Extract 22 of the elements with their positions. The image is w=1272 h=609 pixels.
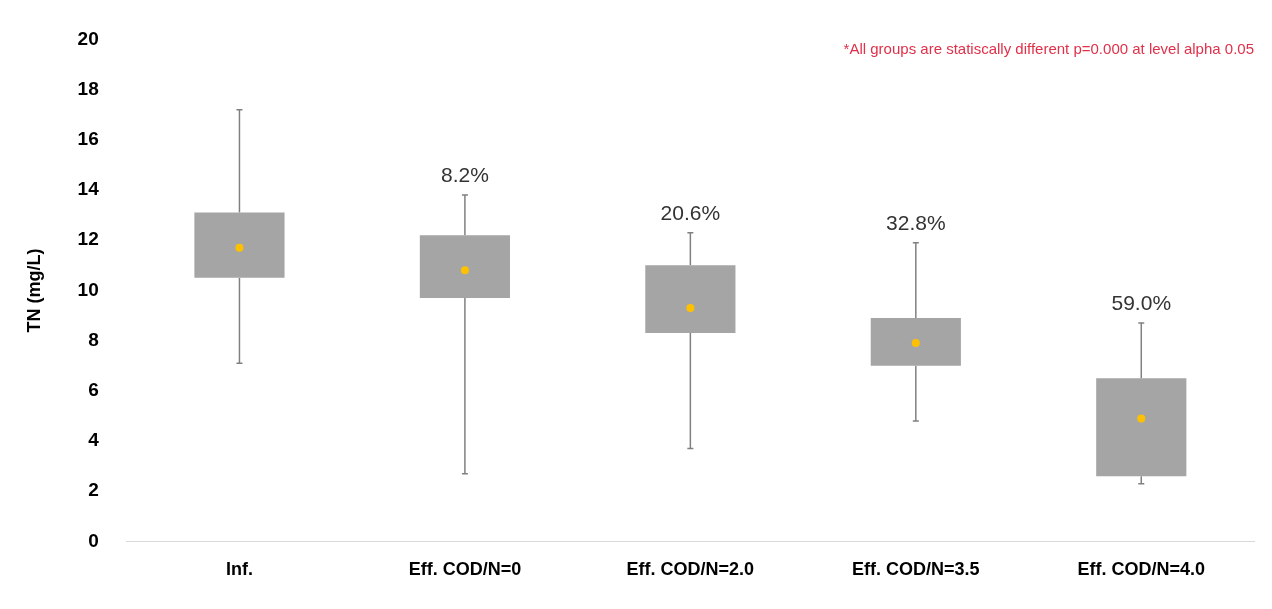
y-tick-label: 2 (88, 479, 99, 501)
y-axis-title: TN (mg/L) (23, 248, 44, 333)
y-tick-label: 6 (88, 379, 99, 401)
y-tick-label: 20 (77, 27, 99, 49)
annotation: 32.8% (886, 211, 946, 235)
y-tick-label: 8 (88, 328, 99, 350)
x-tick-label: Eff. COD/N=0 (408, 559, 522, 580)
y-tick-label: 18 (77, 77, 99, 99)
annotation: 20.6% (660, 200, 721, 224)
y-tick-label: 4 (88, 429, 100, 451)
x-tick-label: Eff. COD/N=3.5 (852, 559, 980, 580)
y-tick-label: 14 (77, 178, 100, 200)
x-tick-label: Inf. (225, 559, 253, 580)
y-tick-label: 16 (77, 128, 99, 150)
annotation: 59.0% (1111, 291, 1172, 315)
x-tick-label: Eff. COD/N=2.0 (626, 559, 755, 580)
annotation: *All groups are statiscally different p=0.000 at level alpha 0.05 (843, 40, 1254, 58)
annotation: 8.2% (440, 163, 489, 187)
y-tick-label: 0 (88, 529, 99, 551)
x-tick-label: Eff. COD/N=4.0 (1077, 559, 1206, 580)
y-tick-label: 12 (77, 228, 99, 250)
y-tick-label: 10 (77, 278, 99, 300)
